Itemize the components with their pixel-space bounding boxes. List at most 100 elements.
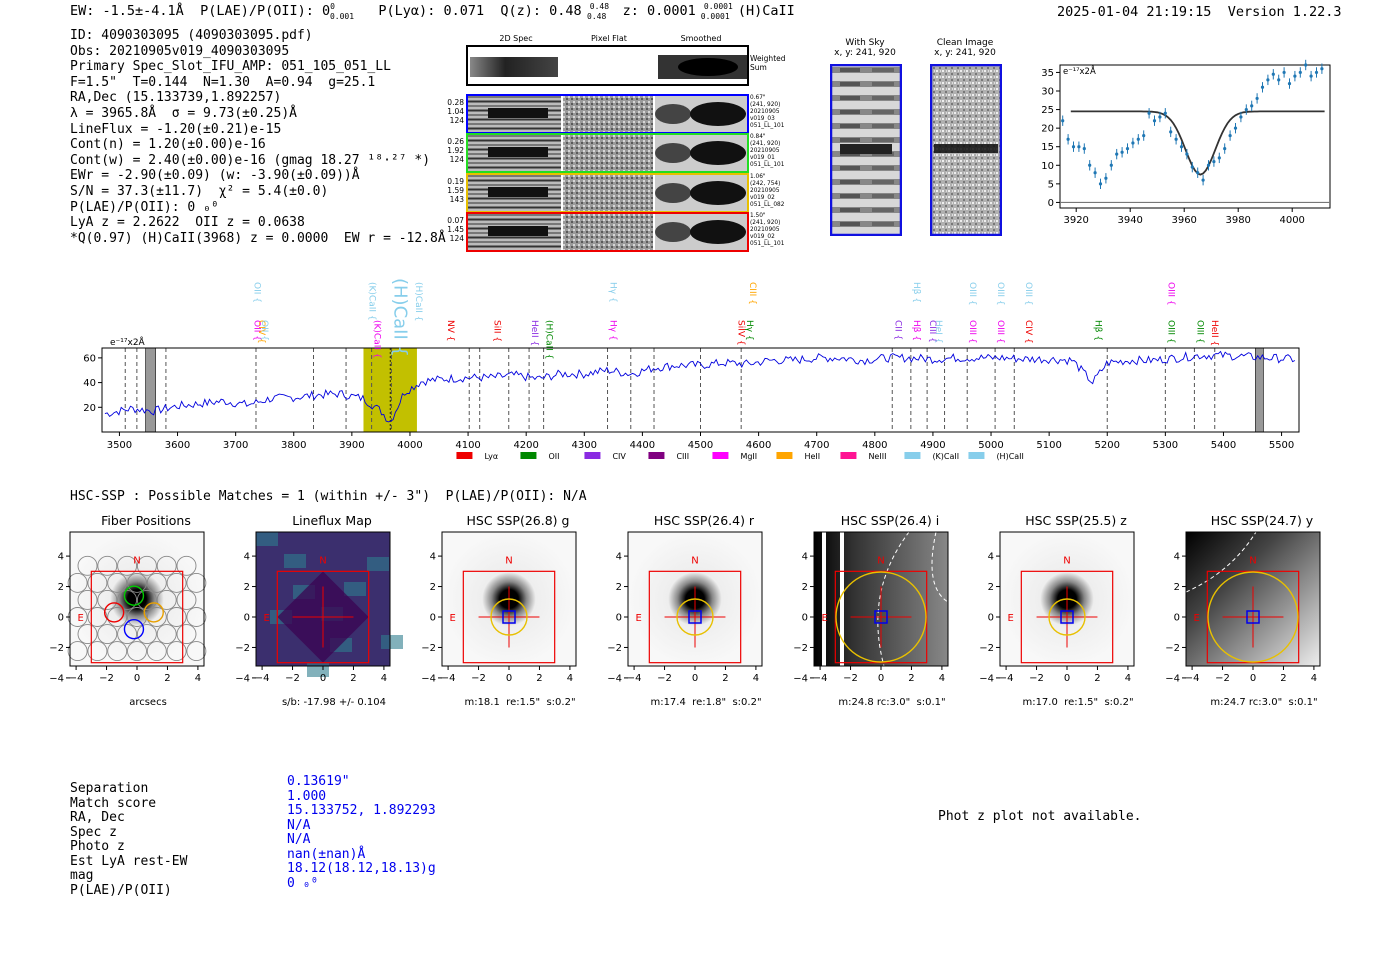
- zoom-data-point: [1131, 141, 1135, 145]
- cutout-xtick-label: 4: [753, 673, 759, 684]
- fiber-circle: [186, 572, 207, 593]
- spectrum-xtick-label: 4700: [804, 440, 829, 451]
- cutout-xtick-label: −4: [441, 673, 456, 684]
- cutout-match-marker: [502, 610, 516, 624]
- cutout-ytick-label: 2: [244, 582, 250, 593]
- cutout-xtick-label: −2: [471, 673, 486, 684]
- cutout-match-marker: [874, 610, 888, 624]
- legend-swatch: [648, 452, 665, 459]
- zoom-unit-label: e⁻¹⁷x2Å: [1063, 65, 1096, 77]
- zoom-data-point: [1293, 74, 1297, 78]
- fiber-row-info-line: v019_02: [750, 195, 775, 201]
- header-line-id: (H)CaII: [737, 3, 795, 19]
- fiber-row-image: [468, 96, 747, 132]
- cutout-xtick-label: −2: [99, 673, 114, 684]
- spectrum-ytick-label: 40: [83, 378, 96, 389]
- fiber-circle: [97, 589, 118, 610]
- zoom-data-point: [1298, 70, 1302, 75]
- fiber-circle: [136, 624, 157, 645]
- header-plae-sub: 0.001: [329, 12, 355, 21]
- fiber-circle: [77, 624, 98, 645]
- spectrum-line-label: (K)CaII {: [372, 320, 382, 359]
- compass-n: N: [319, 556, 326, 567]
- fiber-circle: [107, 641, 128, 662]
- cutout-xtick-label: −2: [843, 673, 858, 684]
- spectrum-line-label: Hγ {: [744, 320, 754, 341]
- spectrum-line-label: OIII {: [995, 282, 1005, 306]
- fiber-row-values: 0.19 1.59 143: [440, 177, 464, 204]
- compass-n: N: [691, 556, 698, 567]
- spectrum-trace: [104, 350, 1296, 423]
- spectrum-xtick-label: 5300: [1153, 440, 1178, 451]
- zoom-data-point: [1277, 78, 1281, 82]
- clean-title: Clean Image: [936, 38, 994, 48]
- fiber-circle: [87, 607, 108, 627]
- fiber-circle: [166, 641, 187, 662]
- legend-swatch: [584, 452, 601, 459]
- zoom-data-point: [1287, 81, 1292, 86]
- spectrum-xtick-label: 5000: [978, 440, 1003, 451]
- cutout-ytick-label: −2: [235, 643, 250, 654]
- fiber-row-stamp: [466, 94, 749, 134]
- cutout-xtick-label: 0: [506, 673, 512, 684]
- spectrum-line-label: OIII {: [1165, 320, 1175, 344]
- version: Version 1.22.3: [1227, 4, 1342, 20]
- zoom-data-point: [1239, 115, 1243, 119]
- cutout-ytick-label: 2: [802, 582, 808, 593]
- weighted-sum-label: Weighted Sum: [750, 54, 786, 72]
- fiber-row-value: 1.04: [447, 107, 464, 116]
- zoom-xtick-label: 4000: [1279, 215, 1304, 226]
- cutout-aperture-box: [276, 570, 370, 664]
- cutout-star-panel: N E −4 4 −2 2 0 0 2 −2 4 −4: [421, 531, 577, 684]
- fiber-circle: [146, 607, 167, 627]
- match-label: RA, Dec: [70, 810, 125, 825]
- spectrum-unit-label: e⁻¹⁷x2Å: [110, 336, 146, 348]
- info-obs: Obs: 20210905v019_4090303095: [70, 43, 290, 59]
- cutout-aperture-box: [90, 570, 184, 664]
- cutout-star-panel: N E −4 4 −2 2 0 0 2 −2 4 −4: [607, 531, 763, 684]
- cutout-ytick-label: 2: [430, 582, 436, 593]
- header-z-sub: 0.0001: [700, 12, 730, 21]
- spectrum-xtick-label: 3800: [281, 440, 306, 451]
- cutout-ytick-label: 4: [802, 552, 808, 563]
- header-qz-sup: 0.48: [589, 2, 610, 11]
- spectrum-line-label: OII {: [251, 320, 261, 341]
- spectrum-line-label: CIV {: [1023, 320, 1033, 344]
- cutout-edge_i-panel: N E −4 4 −2 2 0 0 2 −2 4 −4: [793, 531, 949, 684]
- fiber-row-info-line: 20210905: [750, 188, 780, 194]
- compass-n: N: [505, 556, 512, 567]
- spectrum-xtick-label: 3500: [107, 440, 132, 451]
- fiber-circle-blue: [123, 618, 145, 640]
- header-plae-sup: 0: [330, 2, 335, 11]
- spectrum-line-label: OIII {: [1165, 282, 1175, 306]
- cutout-xtick-label: −4: [627, 673, 642, 684]
- spectrum-line-label: (H)CaII {: [413, 282, 423, 322]
- spectrum-xtick-label: 4600: [746, 440, 771, 451]
- fiber-circle: [156, 555, 177, 576]
- zoom-data-point: [1233, 126, 1238, 130]
- spectrum-xtick-label: 4000: [397, 440, 422, 451]
- cutout-title: Fiber Positions: [101, 513, 191, 528]
- cutout-aperture-box: [462, 570, 556, 664]
- cutout-xtick-label: 2: [1280, 673, 1286, 684]
- info-cont-w: Cont(w) = 2.40(±0.00)e-16 (gmag 18.27 ¹⁸…: [70, 152, 431, 168]
- cutout-ytick-label: −4: [1165, 673, 1180, 684]
- fiber-row-info-line: 0.67": [750, 95, 766, 101]
- cutout-aperture-circle: [676, 598, 714, 636]
- spectrum-line-label: (H)CaII {: [544, 320, 554, 360]
- spectrum-xtick-label: 4800: [862, 440, 887, 451]
- zoom-data-point: [1169, 130, 1173, 134]
- cutout-artifact: [822, 532, 826, 666]
- zoom-model-curve: [1070, 110, 1325, 176]
- full-spectrum-chart: 3500 3600 3700 3800 3900 4000 4100 4200 4300 4400…: [83, 278, 1300, 461]
- fiber-circle: [166, 607, 187, 627]
- cutout-artifact: [840, 532, 844, 666]
- cutout-xtick-label: 2: [350, 673, 356, 684]
- zoom-data-point: [1255, 96, 1259, 101]
- zoom-data-point: [1320, 67, 1324, 71]
- cutout-ytick-label: −4: [235, 673, 250, 684]
- match-value: N/A: [287, 818, 311, 833]
- cutout-ytick-label: −4: [49, 673, 64, 684]
- cutout-ytick-label: 2: [988, 582, 994, 593]
- cutout-xtick-label: 4: [939, 673, 945, 684]
